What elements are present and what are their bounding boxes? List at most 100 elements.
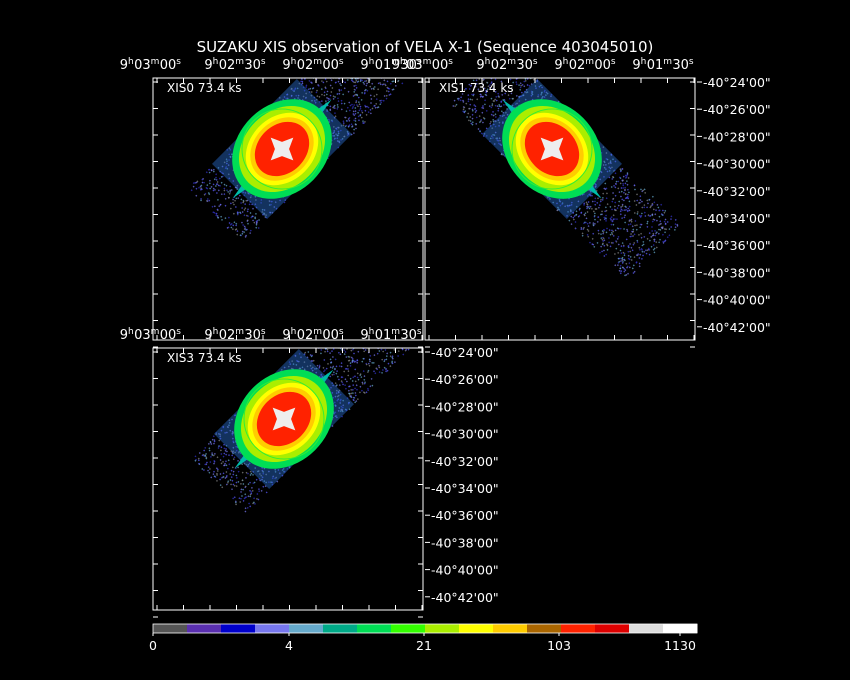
photon-pixel bbox=[357, 333, 359, 335]
photon-pixel bbox=[348, 332, 350, 334]
photon-pixel bbox=[379, 300, 381, 302]
photon-pixel bbox=[260, 201, 263, 204]
photon-pixel bbox=[375, 309, 377, 311]
photon-pixel bbox=[326, 350, 329, 353]
photon-pixel bbox=[262, 470, 265, 473]
photon-pixel bbox=[361, 360, 364, 363]
photon-pixel bbox=[341, 344, 343, 346]
photon-pixel bbox=[253, 502, 256, 505]
photon-pixel bbox=[210, 185, 213, 188]
photon-pixel bbox=[386, 74, 388, 76]
photon-pixel bbox=[630, 235, 633, 238]
photon-pixel bbox=[335, 74, 337, 76]
photon-pixel bbox=[602, 237, 605, 240]
photon-pixel bbox=[646, 220, 649, 223]
photon-pixel bbox=[207, 469, 210, 472]
photon-pixel bbox=[318, 364, 321, 367]
photon-pixel bbox=[374, 313, 376, 315]
photon-pixel bbox=[605, 231, 608, 234]
ra-tick-label: 9h 03m 00s bbox=[392, 57, 454, 73]
photon-pixel bbox=[353, 72, 355, 74]
photon-pixel bbox=[389, 93, 392, 96]
photon-pixel bbox=[353, 104, 356, 107]
photon-pixel bbox=[328, 324, 330, 326]
colorbar-swatch bbox=[357, 624, 392, 633]
photon-pixel bbox=[664, 218, 667, 221]
photon-pixel bbox=[194, 459, 197, 462]
photon-pixel bbox=[367, 292, 369, 294]
photon-pixel bbox=[237, 459, 240, 462]
photon-pixel bbox=[356, 19, 358, 21]
photon-pixel bbox=[231, 228, 234, 231]
photon-pixel bbox=[254, 217, 257, 220]
photon-pixel bbox=[352, 57, 354, 59]
photon-pixel bbox=[220, 462, 223, 465]
photon-pixel bbox=[610, 231, 613, 234]
photon-pixel bbox=[620, 245, 623, 248]
photon-pixel bbox=[479, 95, 482, 98]
photon-pixel bbox=[372, 290, 374, 292]
photon-pixel bbox=[356, 322, 358, 324]
photon-pixel bbox=[619, 272, 622, 275]
photon-pixel bbox=[217, 166, 220, 169]
photon-pixel bbox=[398, 317, 400, 319]
photon-pixel bbox=[237, 197, 240, 200]
photon-pixel bbox=[381, 346, 383, 348]
colorbar-swatch bbox=[289, 624, 324, 633]
photon-pixel bbox=[364, 325, 366, 327]
photon-pixel bbox=[206, 184, 209, 187]
photon-pixel bbox=[376, 313, 378, 315]
photon-pixel bbox=[603, 166, 606, 169]
photon-pixel bbox=[219, 473, 222, 476]
photon-pixel bbox=[219, 484, 222, 487]
photon-pixel bbox=[638, 262, 641, 265]
photon-pixel bbox=[640, 236, 643, 239]
photon-pixel bbox=[611, 177, 614, 180]
photon-pixel bbox=[354, 344, 356, 346]
photon-pixel bbox=[252, 219, 255, 222]
photon-pixel bbox=[366, 321, 368, 323]
photon-pixel bbox=[623, 209, 626, 212]
photon-pixel bbox=[368, 74, 370, 76]
photon-pixel bbox=[381, 75, 383, 77]
photon-pixel bbox=[646, 222, 649, 225]
photon-pixel bbox=[659, 228, 662, 231]
axis-ticks bbox=[153, 348, 423, 618]
ra-tick-label: 9h 01m 30s bbox=[360, 57, 422, 73]
photon-pixel bbox=[643, 206, 646, 209]
photon-pixel bbox=[601, 196, 604, 199]
photon-pixel bbox=[323, 94, 326, 97]
photon-pixel bbox=[243, 214, 246, 217]
photon-pixel bbox=[356, 376, 359, 379]
photon-pixel bbox=[469, 98, 472, 101]
photon-pixel bbox=[230, 483, 233, 486]
photon-pixel bbox=[625, 238, 628, 241]
photon-pixel bbox=[638, 257, 641, 259]
photon-pixel bbox=[332, 396, 335, 399]
photon-pixel bbox=[359, 313, 361, 315]
photon-pixel bbox=[253, 481, 256, 484]
photon-pixel bbox=[363, 284, 365, 286]
photon-pixel bbox=[334, 345, 336, 347]
photon-pixel bbox=[234, 500, 237, 503]
photon-pixel bbox=[356, 333, 358, 335]
photon-pixel bbox=[322, 366, 325, 369]
photon-pixel bbox=[365, 391, 368, 394]
photon-pixel bbox=[609, 245, 612, 248]
photon-pixel bbox=[632, 272, 635, 275]
ra-tick-label: 9h 02m 30s bbox=[204, 57, 266, 73]
photon-pixel bbox=[264, 485, 267, 488]
photon-pixel bbox=[207, 442, 210, 445]
photon-pixel bbox=[344, 310, 346, 312]
photon-pixel bbox=[629, 250, 632, 253]
photon-pixel bbox=[218, 177, 221, 180]
photon-pixel bbox=[585, 217, 588, 220]
photon-pixel bbox=[364, 381, 367, 384]
photon-pixel bbox=[555, 202, 558, 205]
photon-pixel bbox=[258, 490, 261, 493]
photon-pixel bbox=[508, 97, 511, 100]
photon-pixel bbox=[628, 266, 631, 269]
photon-pixel bbox=[354, 391, 357, 394]
photon-pixel bbox=[659, 238, 661, 241]
photon-pixel bbox=[371, 291, 373, 293]
